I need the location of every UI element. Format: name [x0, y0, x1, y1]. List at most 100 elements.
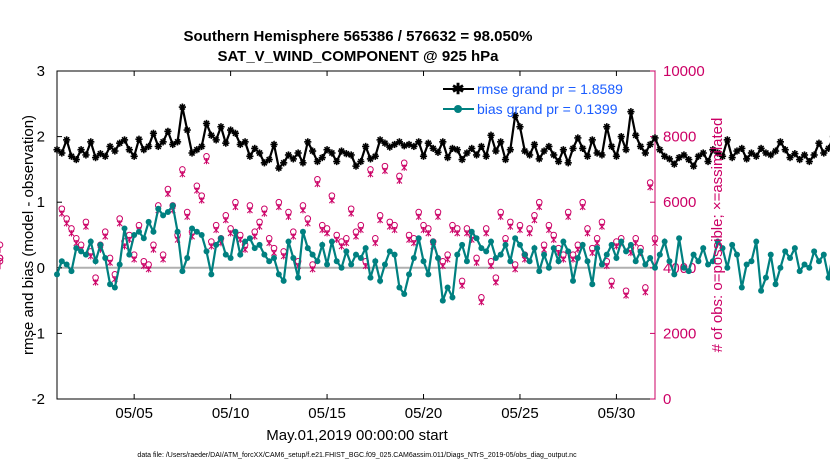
obs-assimilated-point	[439, 263, 446, 270]
y-tick-label: 1	[37, 194, 45, 211]
rmse-point	[116, 139, 124, 147]
bias-point	[82, 251, 89, 258]
bias-point	[709, 258, 716, 265]
bias-point	[719, 245, 726, 252]
y-tick-label: -1	[32, 325, 45, 342]
rmse-point	[236, 140, 244, 149]
obs-assimilated-point	[488, 263, 494, 270]
bias-point	[492, 254, 499, 261]
rmse-point	[564, 159, 572, 167]
bias-point	[666, 258, 673, 265]
y-right-tick-label: 10000	[663, 63, 705, 80]
rmse-point	[554, 157, 563, 166]
bias-point	[430, 238, 437, 245]
rmse-point	[169, 140, 177, 149]
rmse-point	[410, 142, 418, 151]
bias-point	[290, 254, 297, 261]
bias-point	[343, 248, 350, 255]
bias-point	[420, 258, 427, 265]
rmse-point	[198, 142, 206, 151]
rmse-point	[255, 149, 264, 157]
bias-point	[111, 284, 118, 291]
obs-assimilated-point	[598, 223, 605, 230]
rmse-point	[463, 149, 471, 157]
rmse-point	[786, 153, 794, 162]
legend-bias-marker-icon	[454, 105, 462, 113]
bias-point	[353, 251, 359, 258]
bias-point	[357, 254, 364, 261]
obs-assimilated-point	[290, 233, 297, 240]
bias-point	[116, 261, 123, 268]
bias-point	[222, 251, 229, 258]
bias-point	[680, 264, 687, 271]
rmse-point	[781, 146, 789, 154]
obs-assimilated-point	[328, 197, 335, 204]
y-tick-label: 3	[37, 63, 45, 80]
obs-assimilated-point	[82, 223, 89, 230]
obs-assimilated-point	[608, 282, 615, 289]
obs-assimilated-point	[483, 230, 490, 237]
obs-assimilated-point	[391, 226, 398, 234]
bias-point	[314, 258, 321, 265]
y-right-tick-label: 8000	[663, 129, 696, 146]
rmse-point	[193, 146, 201, 154]
bias-point	[767, 251, 774, 258]
obs-assimilated-point	[309, 266, 316, 273]
obs-assimilated-point	[396, 177, 403, 184]
rmse-point	[800, 151, 809, 159]
rmse-point	[337, 147, 346, 155]
rmse-point	[477, 142, 485, 151]
bias-point	[271, 254, 278, 261]
bias-point	[815, 258, 822, 265]
obs-assimilated-point	[536, 204, 543, 211]
bias-point	[468, 228, 475, 235]
x-tick-label: 05/05	[115, 405, 153, 422]
obs-assimilated-point	[314, 181, 321, 188]
bias-point	[579, 241, 586, 248]
rmse-point	[453, 146, 461, 154]
obs-assimilated-point	[338, 243, 345, 250]
rmse-point	[497, 138, 505, 146]
rmse-point	[323, 146, 331, 154]
rmse-point	[796, 155, 804, 164]
y-axis-right-label: # of obs: o=possible; ×=assimilated	[709, 118, 726, 353]
rmse-point	[685, 155, 693, 164]
obs-assimilated-point	[415, 213, 422, 221]
rmse-point	[366, 155, 375, 163]
obs-assimilated-point	[266, 240, 273, 247]
rmse-point	[101, 152, 109, 160]
bias-point	[623, 248, 630, 255]
rmse-point	[583, 152, 592, 160]
rmse-point	[810, 151, 818, 159]
obs-assimilated-point	[507, 223, 514, 230]
rmse-point	[304, 138, 312, 146]
bias-point	[391, 251, 398, 258]
obs-assimilated-point	[222, 217, 229, 224]
rmse-point	[58, 149, 66, 157]
obs-assimilated-point	[87, 253, 94, 260]
rmse-point	[738, 144, 746, 153]
bias-point	[121, 225, 128, 232]
bias-point	[733, 251, 740, 258]
rmse-point	[482, 152, 490, 160]
obs-assimilated-point	[642, 289, 649, 296]
rmse-point	[357, 157, 365, 166]
rmse-point	[231, 129, 240, 137]
bias-point	[521, 251, 528, 258]
rmse-point	[714, 149, 722, 157]
rmse-point	[415, 138, 423, 146]
rmse-point	[458, 155, 466, 164]
legend: ✱ rmse grand pr = 1.8589 bias grand pr =…	[443, 81, 623, 117]
obs-assimilated-point	[570, 256, 576, 263]
bias-point	[97, 241, 104, 248]
bias-point	[637, 248, 644, 255]
bias-point	[555, 258, 562, 265]
bias-point	[724, 264, 731, 271]
obs-possible-point	[0, 254, 4, 262]
bias-point	[131, 232, 138, 238]
bias-point	[184, 254, 191, 261]
bias-point	[545, 264, 552, 271]
rmse-point	[728, 153, 736, 162]
bias-point	[179, 268, 186, 275]
